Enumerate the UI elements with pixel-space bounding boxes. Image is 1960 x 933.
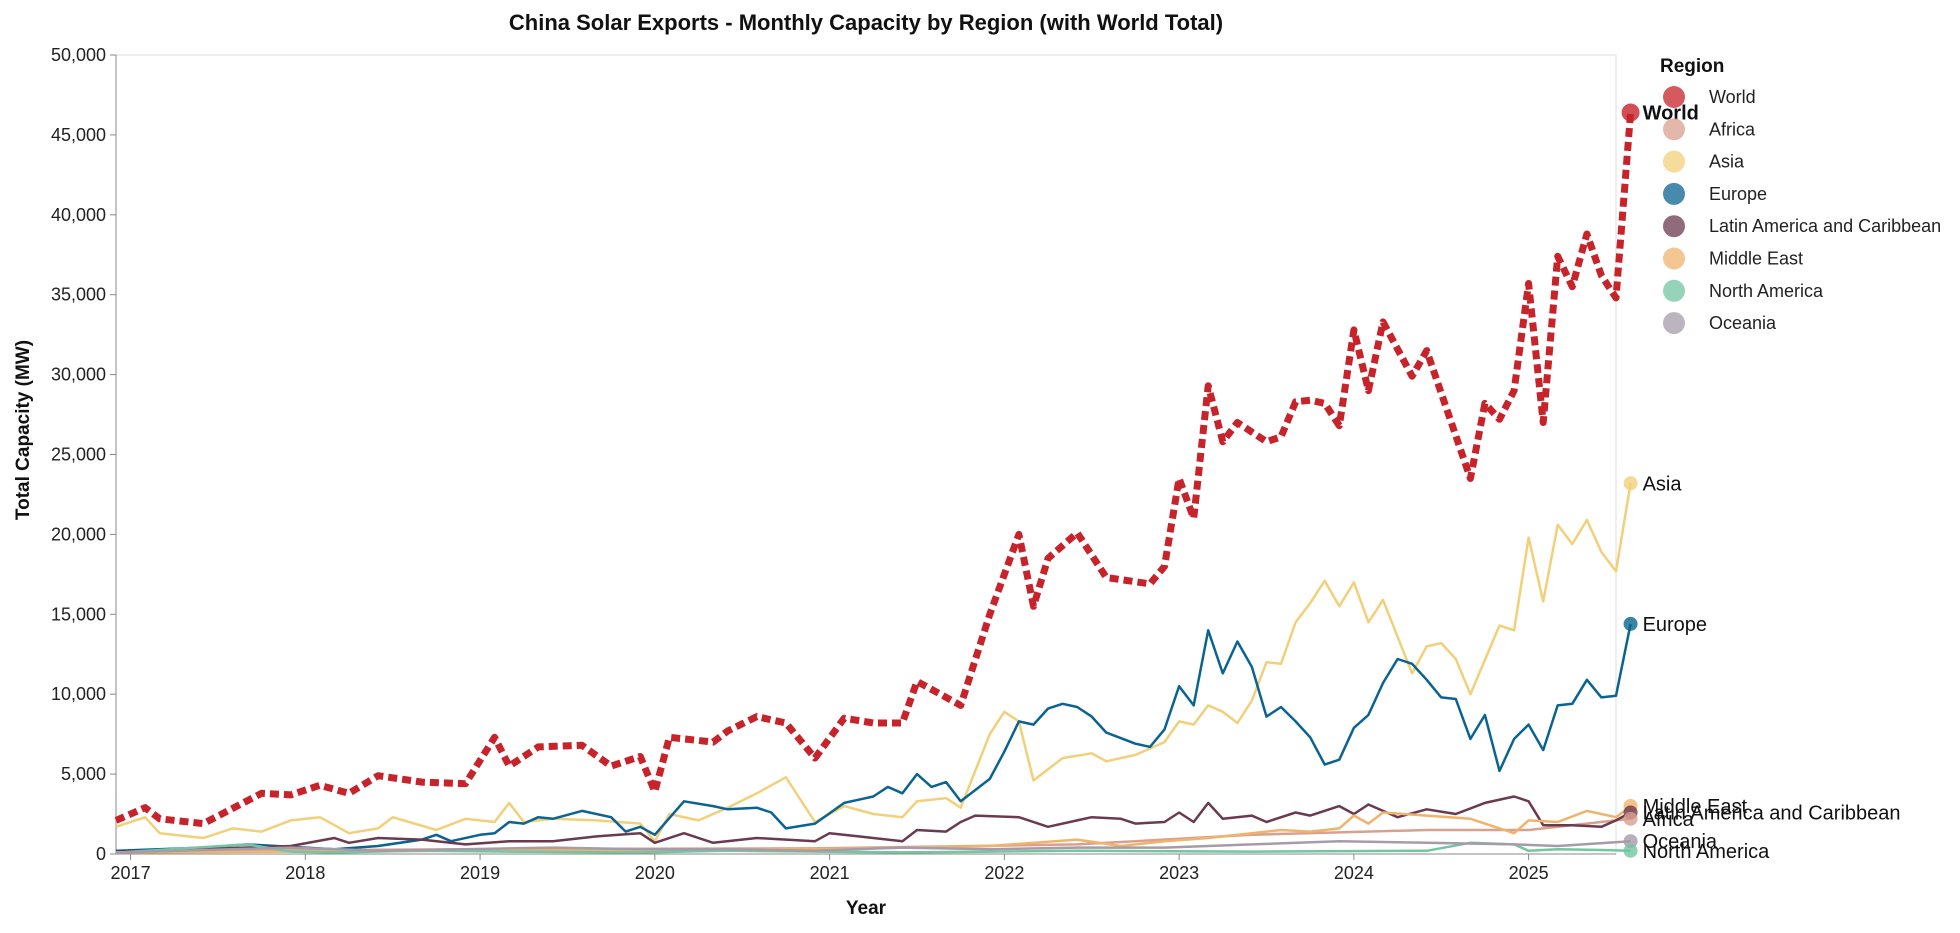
y-tick-label: 35,000 — [51, 285, 106, 305]
end-label-north-america: North America — [1643, 841, 1771, 863]
legend-swatch-africa — [1663, 118, 1685, 141]
end-label-middle-east: Middle East — [1643, 796, 1748, 818]
legend-label-world: World — [1709, 87, 1756, 107]
x-axis-title: Year — [846, 898, 887, 919]
legend: Region World Africa Asia Europe Latin Americ… — [1660, 56, 1941, 335]
end-point-oceania — [1623, 834, 1638, 849]
legend-swatch-world — [1663, 86, 1685, 108]
end-label-europe: Europe — [1643, 614, 1708, 636]
end-point-world — [1621, 103, 1640, 122]
series-line-africa — [115, 817, 1631, 853]
series-line-europe — [115, 623, 1632, 853]
legend-label-asia: Asia — [1709, 152, 1745, 172]
x-tick-label: 2025 — [1509, 863, 1549, 883]
y-tick-label: 50,000 — [51, 45, 106, 65]
legend-swatch-europe — [1663, 182, 1685, 205]
legend-swatch-north-america — [1663, 279, 1685, 302]
series-line-oceania — [115, 839, 1631, 854]
legend-label-middle-east: Middle East — [1709, 249, 1803, 269]
legend-label-europe: Europe — [1709, 184, 1767, 204]
y-axis-title: Total Capacity (MW) — [13, 340, 34, 520]
series-line-asia — [115, 483, 1632, 843]
end-point-europe — [1623, 616, 1638, 631]
y-tick-label: 5,000 — [61, 764, 106, 784]
x-tick-label: 2019 — [460, 863, 500, 883]
series-layer — [114, 112, 1635, 854]
end-point-north-america — [1623, 843, 1638, 858]
x-tick-label: 2022 — [984, 863, 1024, 883]
x-tick-label: 2020 — [635, 863, 675, 883]
legend-title: Region — [1660, 56, 1724, 77]
end-label-latin-america-and-caribbean: Latin America and Caribbean — [1643, 802, 1901, 824]
legend-swatch-asia — [1663, 150, 1685, 173]
end-label-asia: Asia — [1643, 473, 1683, 495]
x-tick-label: 2023 — [1159, 863, 1199, 883]
legend-swatch-latin-america-and-caribbean — [1663, 215, 1685, 238]
legend-label-africa: Africa — [1709, 119, 1756, 139]
y-tick-label: 40,000 — [51, 205, 106, 225]
legend-label-latin-america-and-caribbean: Latin America and Caribbean — [1709, 216, 1941, 236]
y-tick-label: 20,000 — [51, 524, 106, 544]
x-tick-label: 2017 — [111, 863, 151, 883]
y-tick-label: 30,000 — [51, 365, 106, 385]
y-tick-label: 0 — [96, 844, 106, 864]
end-point-asia — [1623, 476, 1638, 491]
y-tick-label: 15,000 — [51, 604, 106, 624]
x-tick-label: 2024 — [1334, 863, 1374, 883]
series-line-latin-america-and-caribbean — [115, 795, 1632, 853]
y-tick-label: 10,000 — [51, 684, 106, 704]
end-label-oceania: Oceania — [1643, 831, 1718, 853]
series-line-north-america — [115, 841, 1631, 854]
chart-title: China Solar Exports - Monthly Capacity b… — [509, 10, 1223, 35]
end-label-africa: Africa — [1643, 809, 1695, 831]
series-line-middle-east — [115, 805, 1632, 854]
legend-label-north-america: North America — [1709, 281, 1824, 301]
x-tick-label: 2018 — [285, 863, 325, 883]
series-line-world — [114, 112, 1635, 828]
x-tick-label: 2021 — [810, 863, 850, 883]
end-point-africa — [1623, 811, 1638, 826]
axes: 0 5,000 10,000 15,000 20,000 25,000 30,000 35,0… — [51, 45, 1616, 883]
y-tick-label: 25,000 — [51, 445, 106, 465]
end-label-world: World — [1643, 103, 1699, 125]
legend-label-oceania: Oceania — [1709, 313, 1777, 333]
plot-frame — [115, 54, 1617, 855]
legend-swatch-middle-east — [1663, 247, 1685, 270]
y-tick-label: 45,000 — [51, 125, 106, 145]
legend-swatch-oceania — [1663, 312, 1685, 335]
